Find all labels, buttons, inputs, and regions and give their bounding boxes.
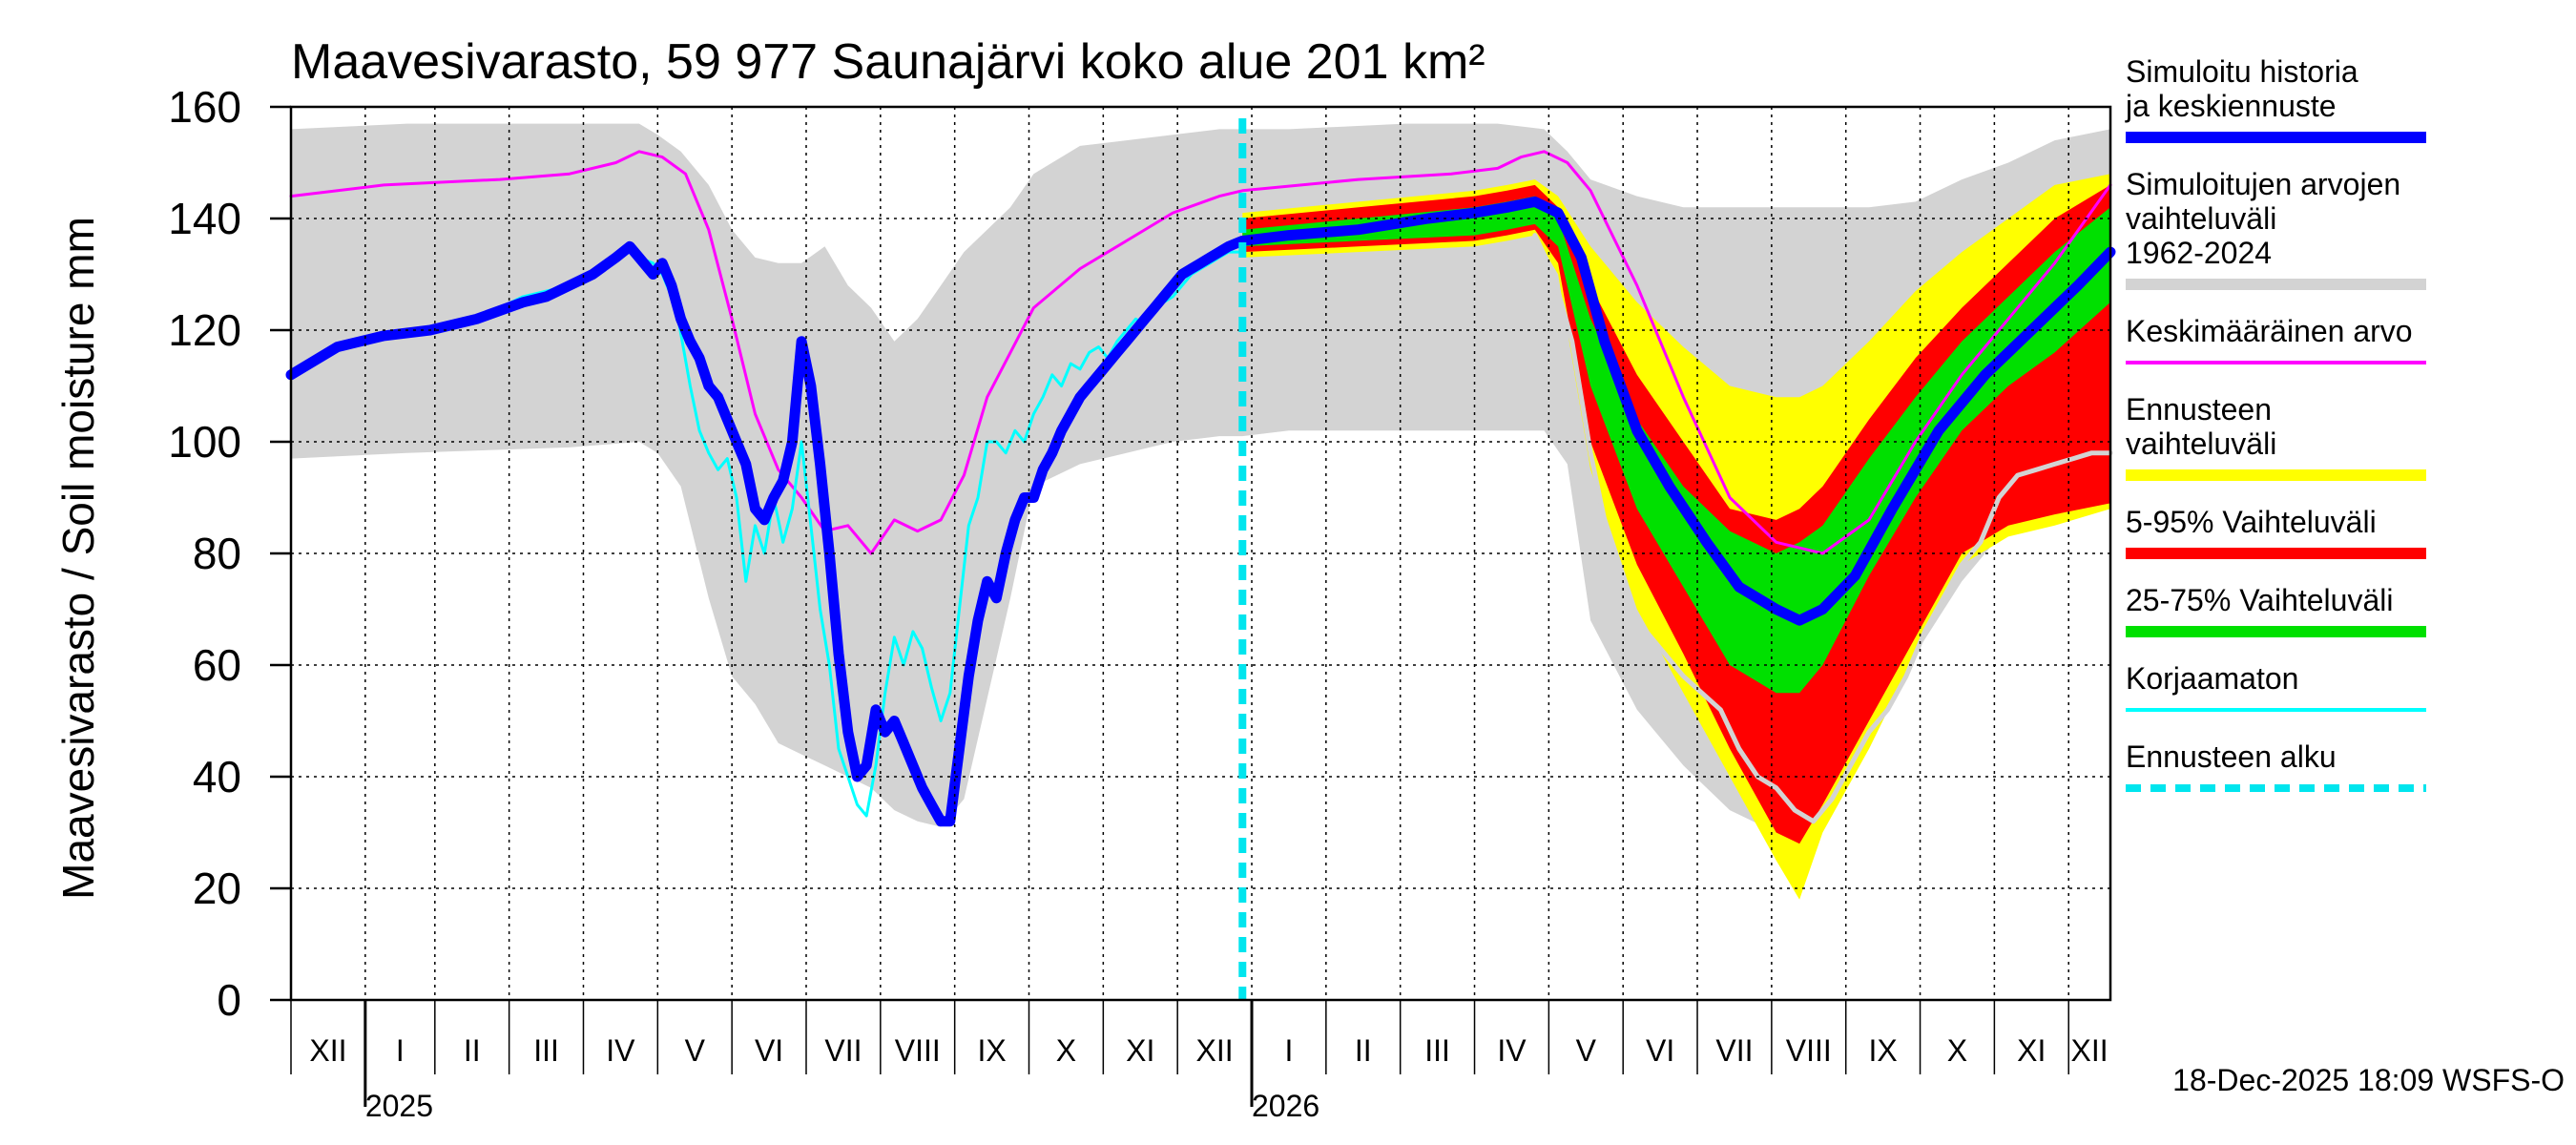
year-label: 2026 [1252,1089,1319,1123]
month-label: VII [824,1033,862,1068]
y-tick-label: 120 [168,305,241,355]
month-label: II [464,1033,481,1068]
month-label: IV [1497,1033,1527,1068]
month-label: III [533,1033,559,1068]
month-label: VI [755,1033,783,1068]
legend-label-5: 25-75% Vaihteluväli [2126,583,2393,617]
legend-label-7: Ennusteen alku [2126,739,2337,774]
month-label: XI [2017,1033,2046,1068]
month-label: V [1576,1033,1597,1068]
month-label: IX [977,1033,1006,1068]
line-6 [285,196,2116,827]
year-label: 2025 [365,1089,433,1123]
line-7 [1532,233,2113,824]
month-label: XI [1126,1033,1154,1068]
legend-label-3: Ennusteen vaihteluväli [2126,392,2276,461]
month-label: IV [606,1033,635,1068]
y-tick-label: 40 [193,752,241,802]
month-label: XII [1196,1033,1234,1068]
month-label: VIII [1786,1033,1832,1068]
legend-label-4: 5-95% Vaihteluväli [2126,505,2377,539]
y-tick-label: 60 [193,640,241,690]
legend-label-2: Keskimääräinen arvo [2126,314,2413,348]
footer-timestamp: 18-Dec-2025 18:09 WSFS-O [2172,1063,2565,1097]
plot-area [285,123,2116,900]
y-axis-label: Maavesivarasto / Soil moisture mm [53,217,103,900]
month-label: V [685,1033,706,1068]
line-4 [289,150,2112,555]
legend-label-0: Simuloitu historia ja keskiennuste [2125,54,2358,123]
chart-title: Maavesivarasto, 59 977 Saunajärvi koko a… [291,34,1485,90]
month-label: X [1056,1033,1076,1068]
month-label: II [1355,1033,1372,1068]
month-label: III [1424,1033,1450,1068]
y-tick-label: 100 [168,417,241,467]
month-label: VIII [895,1033,941,1068]
month-label: VI [1646,1033,1674,1068]
month-label: IX [1869,1033,1898,1068]
band-0 [291,123,2110,833]
month-label: VII [1715,1033,1753,1068]
legend-label-6: Korjaamaton [2126,661,2298,696]
month-label: XII [309,1033,346,1068]
month-label: I [396,1033,405,1068]
y-tick-label: 160 [168,82,241,132]
band-3 [1242,196,2110,694]
legend: Simuloitu historia ja keskiennuste Simuloi… [2125,54,2426,792]
month-label: XII [2071,1033,2109,1068]
y-tick-label: 0 [217,975,241,1025]
month-label: I [1284,1033,1293,1068]
y-tick-label: 20 [193,864,241,913]
y-tick-label: 140 [168,194,241,243]
y-tick-label: 80 [193,529,241,578]
legend-label-1: Simuloitujen arvojen vaihteluväli 1962-202… [2126,167,2400,270]
month-label: X [1947,1033,1967,1068]
